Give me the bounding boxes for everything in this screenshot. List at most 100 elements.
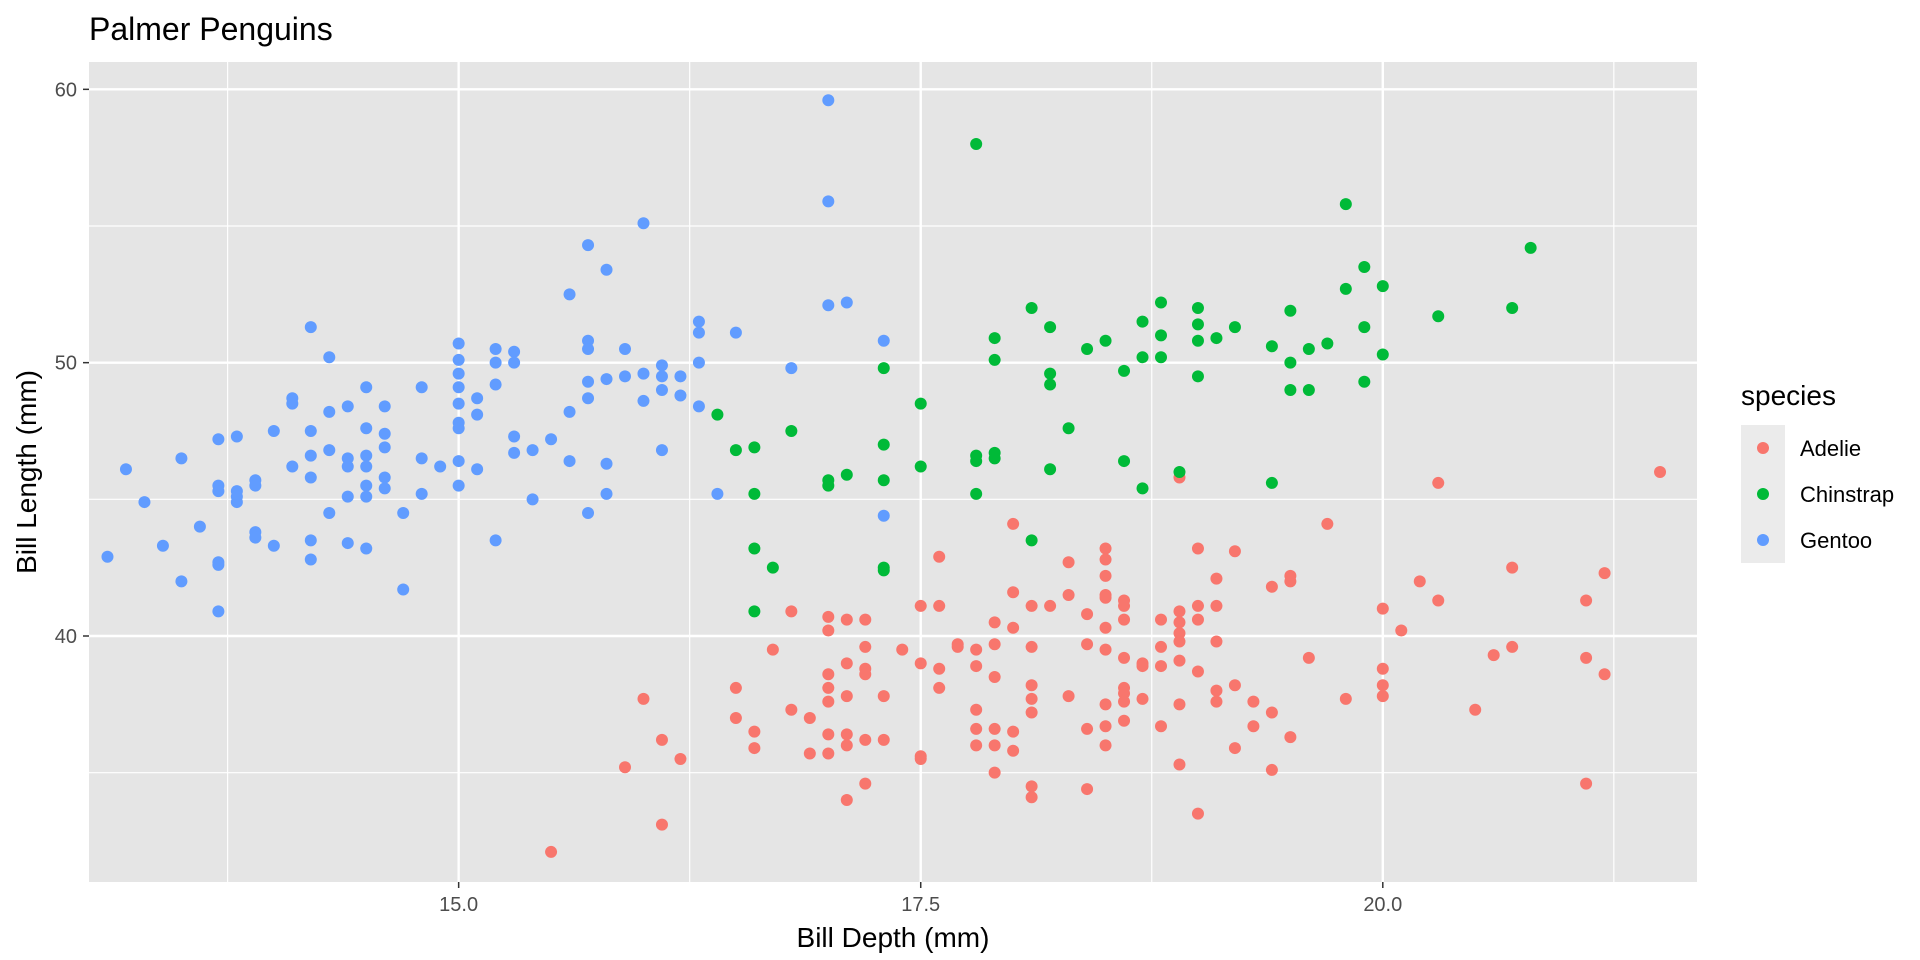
data-point-chinstrap — [970, 455, 983, 468]
data-point-gentoo — [212, 558, 225, 571]
data-point-gentoo — [341, 460, 354, 473]
data-point-gentoo — [822, 94, 835, 107]
data-point-gentoo — [360, 422, 373, 435]
data-point-gentoo — [304, 449, 317, 462]
data-point-gentoo — [563, 455, 576, 468]
data-point-adelie — [1321, 517, 1334, 530]
data-point-gentoo — [526, 444, 539, 457]
data-point-adelie — [1062, 589, 1075, 601]
data-point-adelie — [1580, 594, 1593, 607]
data-point-adelie — [1173, 698, 1186, 711]
data-point-adelie — [859, 733, 872, 746]
data-point-gentoo — [489, 356, 502, 369]
data-point-adelie — [1580, 777, 1593, 790]
data-point-adelie — [914, 753, 927, 765]
data-point-adelie — [933, 599, 946, 612]
data-point-gentoo — [619, 343, 631, 355]
data-point-adelie — [1118, 687, 1131, 700]
data-point-adelie — [822, 681, 835, 694]
data-point-adelie — [1007, 725, 1020, 738]
data-point-adelie — [1007, 621, 1020, 634]
data-point-adelie — [1025, 692, 1038, 705]
data-point-adelie — [1247, 720, 1260, 733]
data-point-gentoo — [267, 425, 280, 437]
data-point-gentoo — [471, 463, 484, 476]
data-point-gentoo — [230, 430, 243, 443]
legend-title: species — [1741, 380, 1836, 411]
data-point-adelie — [1247, 695, 1260, 708]
data-point-adelie — [840, 657, 853, 670]
data-point-adelie — [1081, 608, 1094, 621]
data-point-gentoo — [508, 430, 521, 443]
data-point-adelie — [637, 692, 650, 705]
y-axis-title: Bill Length (mm) — [11, 370, 42, 574]
data-point-adelie — [1025, 599, 1038, 612]
data-point-adelie — [655, 818, 668, 831]
data-points — [101, 94, 1667, 858]
data-point-adelie — [1376, 690, 1389, 703]
data-point-gentoo — [378, 471, 391, 484]
data-point-adelie — [1228, 679, 1241, 692]
data-point-adelie — [1155, 660, 1167, 673]
x-tick-label: 17.5 — [901, 894, 940, 916]
data-point-gentoo — [341, 452, 354, 465]
data-point-adelie — [988, 616, 1001, 629]
data-point-gentoo — [378, 441, 391, 454]
data-point-gentoo — [304, 425, 317, 437]
data-point-chinstrap — [785, 425, 798, 437]
data-point-gentoo — [323, 507, 336, 519]
data-point-adelie — [840, 613, 853, 626]
data-point-chinstrap — [988, 353, 1001, 366]
data-point-adelie — [1081, 783, 1094, 796]
data-point-adelie — [1007, 744, 1020, 757]
data-point-chinstrap — [1358, 321, 1371, 334]
data-point-gentoo — [138, 496, 151, 509]
chart-title: Palmer Penguins — [89, 11, 333, 47]
data-point-adelie — [840, 690, 853, 703]
data-point-gentoo — [452, 455, 465, 468]
data-point-adelie — [1118, 714, 1131, 727]
data-point-gentoo — [212, 433, 225, 446]
legend: species Adelie Chinstrap Gentoo — [1741, 380, 1894, 563]
data-point-gentoo — [360, 449, 373, 462]
data-point-adelie — [933, 550, 946, 563]
data-point-chinstrap — [1302, 343, 1315, 355]
data-point-chinstrap — [1044, 378, 1057, 391]
data-point-adelie — [1007, 517, 1020, 530]
data-point-chinstrap — [766, 561, 779, 574]
data-point-adelie — [1173, 758, 1186, 771]
data-point-chinstrap — [748, 542, 761, 555]
data-point-gentoo — [619, 370, 631, 383]
data-point-adelie — [859, 613, 872, 626]
data-point-gentoo — [545, 433, 558, 446]
data-point-chinstrap — [1191, 302, 1204, 314]
data-point-chinstrap — [748, 441, 761, 454]
data-point-adelie — [1191, 613, 1204, 626]
data-point-adelie — [877, 733, 890, 746]
data-point-gentoo — [600, 373, 613, 386]
data-point-gentoo — [323, 351, 336, 364]
data-point-chinstrap — [1136, 315, 1149, 328]
data-point-adelie — [729, 712, 742, 724]
data-point-gentoo — [156, 539, 169, 552]
x-tick-label: 20.0 — [1363, 894, 1402, 916]
data-point-adelie — [1265, 706, 1278, 719]
data-point-chinstrap — [822, 479, 835, 492]
data-point-gentoo — [822, 299, 835, 312]
data-point-gentoo — [582, 343, 595, 355]
legend-label-gentoo: Gentoo — [1800, 528, 1872, 553]
data-point-adelie — [1173, 605, 1186, 618]
data-point-adelie — [933, 681, 946, 694]
data-point-adelie — [970, 739, 983, 752]
data-point-adelie — [1099, 643, 1112, 656]
data-point-gentoo — [600, 487, 613, 500]
data-point-adelie — [1118, 599, 1131, 612]
data-point-adelie — [1136, 692, 1149, 705]
data-point-gentoo — [304, 553, 317, 566]
data-point-adelie — [1487, 649, 1500, 662]
data-point-adelie — [970, 643, 983, 656]
data-point-gentoo — [729, 326, 742, 339]
data-point-adelie — [1025, 706, 1038, 719]
data-point-adelie — [1339, 692, 1352, 705]
data-point-adelie — [1118, 651, 1131, 664]
